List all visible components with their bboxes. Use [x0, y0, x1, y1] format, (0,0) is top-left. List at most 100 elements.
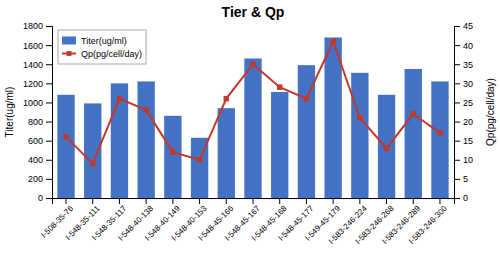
tick-label: 10	[463, 155, 473, 165]
tick: 600	[28, 136, 52, 146]
tick-mark	[46, 26, 52, 27]
tick: 0	[38, 193, 52, 203]
marker	[224, 96, 229, 101]
legend-marker	[67, 51, 72, 56]
tick-mark	[46, 45, 52, 46]
chart: I-508-35-76I-548-35-111I-548-35-117I-548…	[0, 0, 500, 258]
tick: 1000	[23, 98, 52, 108]
legend: Titer(ug/ml) Qp(pg/cell/day)	[58, 30, 146, 64]
tick-mark	[454, 179, 460, 180]
tick-label: 400	[28, 155, 43, 165]
bar	[137, 81, 154, 198]
tick-mark	[454, 26, 460, 27]
tick-mark	[454, 45, 460, 46]
tick-mark	[199, 198, 200, 204]
tick: 200	[28, 174, 52, 184]
bar	[271, 92, 288, 198]
tick: 15	[454, 136, 473, 146]
y2-axis-title: Qp(pg/cell/day)	[485, 78, 496, 146]
tick: 1600	[23, 40, 52, 50]
marker	[357, 115, 362, 120]
tick-label: 0	[38, 193, 43, 203]
tick-mark	[454, 141, 460, 142]
marker	[90, 161, 95, 166]
y-axis: 020040060080010001200140016001800	[23, 21, 53, 203]
tick: 30	[454, 79, 473, 89]
bar	[244, 58, 261, 198]
tick: 1400	[23, 60, 52, 70]
tick-mark	[359, 198, 360, 204]
tick-label: 0	[463, 193, 468, 203]
marker	[143, 107, 148, 112]
tick-mark	[46, 160, 52, 161]
tick: 0	[454, 193, 468, 203]
tick: 25	[454, 98, 473, 108]
legend-swatch	[62, 37, 76, 45]
tick-mark	[46, 179, 52, 180]
tick-label: 15	[463, 136, 473, 146]
legend-label: Qp(pg/cell/day)	[81, 49, 142, 59]
tick: 45	[454, 21, 473, 31]
tick-mark	[172, 198, 173, 204]
tick: 1800	[23, 21, 52, 31]
marker	[170, 149, 175, 154]
x-axis: I-508-35-76I-548-35-111I-548-35-117I-548…	[39, 198, 454, 246]
tick-mark	[46, 141, 52, 142]
tick-mark	[46, 102, 52, 103]
tick-mark	[279, 198, 280, 204]
tick-mark	[119, 198, 120, 204]
tick-label: I-583-246-300	[407, 204, 449, 246]
tick-label: 45	[463, 21, 473, 31]
tick-mark	[46, 64, 52, 65]
marker	[117, 96, 122, 101]
tick-mark	[46, 83, 52, 84]
plot-area: I-508-35-76I-548-35-111I-548-35-117I-548…	[23, 21, 473, 245]
axis-line	[455, 27, 461, 199]
tick-label: 1200	[23, 79, 43, 89]
marker	[437, 130, 442, 135]
tick-label: 1000	[23, 98, 43, 108]
tick-label: 20	[463, 117, 473, 127]
tick-mark	[386, 198, 387, 204]
tick-mark	[146, 198, 147, 204]
axis-line	[46, 27, 53, 199]
tick: 10	[454, 155, 473, 165]
tick-mark	[66, 198, 67, 204]
bar	[405, 69, 422, 198]
tick-label: 35	[463, 60, 473, 70]
tick-label: 1600	[23, 40, 43, 50]
marker	[411, 111, 416, 116]
tick-mark	[454, 160, 460, 161]
bar	[57, 95, 74, 198]
tick-label: 1800	[23, 21, 43, 31]
y2-axis: 0 5 10 15 20 25 30 35 40 45	[454, 21, 473, 203]
tick-mark	[253, 198, 254, 204]
tick-label: 25	[463, 98, 473, 108]
tick-mark	[454, 83, 460, 84]
tick: 35	[454, 60, 473, 70]
legend-label: Titer(ug/ml)	[81, 36, 127, 46]
legend-frame	[58, 30, 146, 64]
tick-label: 5	[463, 174, 468, 184]
bar	[164, 116, 181, 198]
tick-mark	[454, 122, 460, 123]
bar	[218, 108, 235, 198]
tick-label: 40	[463, 40, 473, 50]
bar	[351, 73, 368, 198]
marker	[63, 134, 68, 139]
tick-mark	[226, 198, 227, 204]
tick-mark	[413, 198, 414, 204]
marker	[304, 96, 309, 101]
tick-mark	[439, 198, 440, 204]
tick: 20	[454, 117, 473, 127]
tick-mark	[333, 198, 334, 204]
tick-label: 1400	[23, 60, 43, 70]
marker	[330, 39, 335, 44]
tick-mark	[454, 198, 460, 199]
tick-mark	[46, 122, 52, 123]
tick-mark	[306, 198, 307, 204]
tick-label: 600	[28, 136, 43, 146]
tick-mark	[92, 198, 93, 204]
title: Tier & Qp	[222, 4, 285, 20]
tick: 40	[454, 40, 473, 50]
